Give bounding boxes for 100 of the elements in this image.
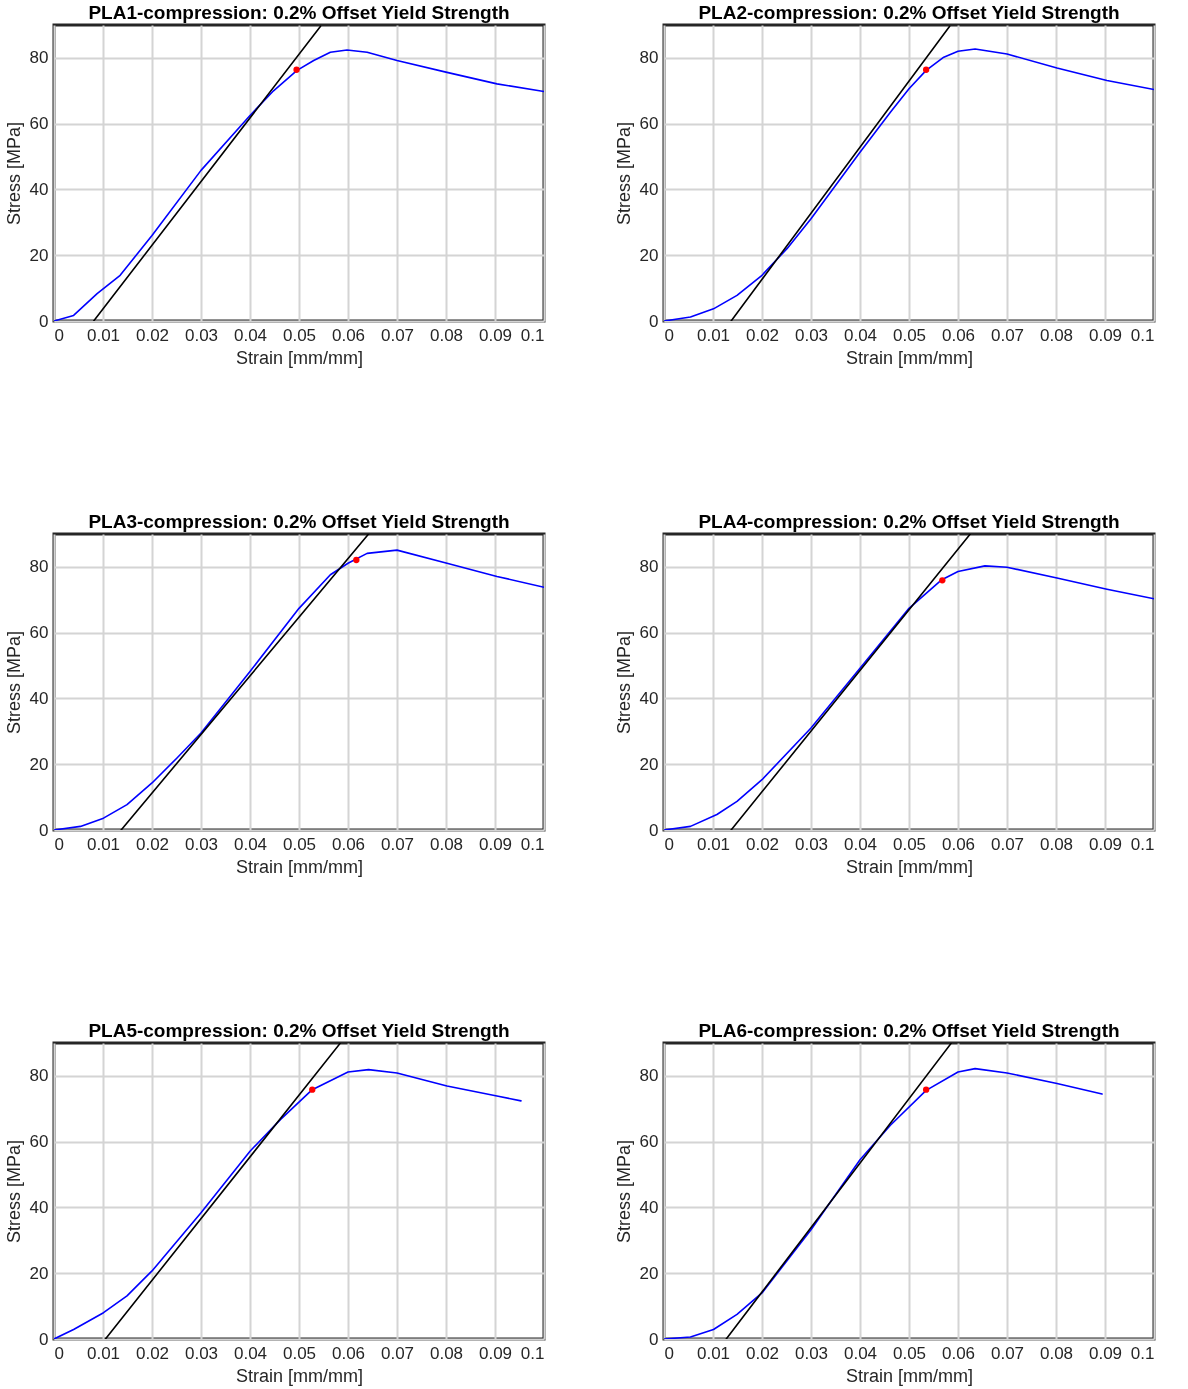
y-tick-label: 20 [29, 754, 49, 774]
y-tick-label: 40 [29, 179, 49, 199]
chart-title: PLA6-compression: 0.2% Offset Yield Strength [698, 1020, 1120, 1041]
x-tick-label: 0.08 [429, 325, 464, 345]
chart-title: PLA1-compression: 0.2% Offset Yield Strength [88, 2, 510, 23]
x-tick-label: 0.06 [331, 834, 366, 854]
y-tick-label: 20 [29, 1263, 49, 1283]
y-tick-label: 60 [29, 623, 49, 643]
y-tick-label: 80 [639, 1066, 659, 1086]
x-tick-label: 0.01 [86, 1343, 121, 1363]
y-tick-label: 60 [29, 114, 49, 134]
x-tick-label: 0.03 [794, 1343, 829, 1363]
x-tick-label: 0.01 [696, 1343, 731, 1363]
x-tick-label: 0.08 [1039, 834, 1074, 854]
y-tick-label: 20 [639, 245, 659, 265]
y-tick-label: 0 [649, 311, 659, 331]
x-tick-label: 0.04 [843, 325, 878, 345]
x-tick-label: 0.04 [843, 1343, 878, 1363]
x-tick-label: 0.06 [331, 1343, 366, 1363]
x-tick-label: 0.01 [86, 834, 121, 854]
y-tick-label: 60 [639, 623, 659, 643]
y-tick-label: 40 [29, 1197, 49, 1217]
x-tick-label: 0.07 [990, 325, 1025, 345]
y-tick-label: 80 [29, 48, 49, 68]
chart-title: PLA5-compression: 0.2% Offset Yield Strength [88, 1020, 510, 1041]
x-tick-label: 0.06 [941, 325, 976, 345]
y-axis-title: Stress [MPa] [613, 630, 634, 735]
y-axis-title: Stress [MPa] [613, 121, 634, 226]
x-tick-label: 0.03 [184, 325, 219, 345]
x-tick-label: 0.02 [135, 325, 170, 345]
x-tick-label: 0.02 [745, 325, 780, 345]
x-axis-title: Strain [mm/mm] [845, 856, 974, 877]
y-tick-label: 60 [639, 1132, 659, 1152]
y-tick-label: 20 [639, 1263, 659, 1283]
y-tick-label: 80 [639, 557, 659, 577]
x-tick-label: 0.09 [478, 325, 513, 345]
x-tick-label: 0.02 [745, 834, 780, 854]
x-tick-label: 0.01 [86, 325, 121, 345]
y-tick-label: 60 [29, 1132, 49, 1152]
y-axis-title: Stress [MPa] [3, 121, 24, 226]
x-tick-label: 0.07 [990, 1343, 1025, 1363]
y-tick-label: 80 [639, 48, 659, 68]
x-tick-label: 0.04 [843, 834, 878, 854]
x-tick-label: 0.04 [233, 1343, 268, 1363]
y-axis-title: Stress [MPa] [613, 1139, 634, 1244]
x-tick-label: 0.08 [429, 1343, 464, 1363]
y-tick-label: 0 [649, 1329, 659, 1349]
x-tick-label: 0.08 [429, 834, 464, 854]
x-tick-label: 0.05 [282, 325, 317, 345]
y-tick-label: 80 [29, 557, 49, 577]
x-tick-label: 0.01 [696, 325, 731, 345]
x-tick-label: 0 [54, 1343, 64, 1363]
x-tick-label: 0.1 [1130, 834, 1155, 854]
x-tick-label: 0.03 [794, 834, 829, 854]
chart-title: PLA4-compression: 0.2% Offset Yield Strength [698, 511, 1120, 532]
y-tick-label: 0 [649, 820, 659, 840]
y-tick-label: 40 [29, 688, 49, 708]
x-tick-label: 0.03 [184, 1343, 219, 1363]
y-tick-label: 0 [39, 311, 49, 331]
line-series [54, 1068, 522, 1339]
y-axis-title: Stress [MPa] [3, 630, 24, 735]
x-tick-label: 0.06 [941, 1343, 976, 1363]
y-tick-label: 40 [639, 688, 659, 708]
x-tick-label: 0.07 [380, 1343, 415, 1363]
x-tick-label: 0.05 [892, 834, 927, 854]
y-tick-label: 20 [639, 754, 659, 774]
x-tick-label: 0.02 [745, 1343, 780, 1363]
x-tick-label: 0.05 [892, 1343, 927, 1363]
x-tick-label: 0.09 [1088, 1343, 1123, 1363]
y-tick-label: 20 [29, 245, 49, 265]
x-tick-label: 0.1 [1130, 1343, 1155, 1363]
line-series [664, 1067, 1103, 1339]
x-tick-label: 0.05 [282, 834, 317, 854]
x-tick-label: 0.09 [478, 834, 513, 854]
x-tick-label: 0.09 [478, 1343, 513, 1363]
x-axis-title: Strain [mm/mm] [235, 347, 364, 368]
x-tick-label: 0 [54, 325, 64, 345]
x-tick-label: 0.02 [135, 834, 170, 854]
y-tick-label: 0 [39, 1329, 49, 1349]
x-tick-label: 0.1 [1130, 325, 1155, 345]
y-tick-label: 40 [639, 1197, 659, 1217]
y-tick-label: 0 [39, 820, 49, 840]
y-tick-label: 80 [29, 1066, 49, 1086]
x-tick-label: 0.07 [380, 325, 415, 345]
x-tick-label: 0.05 [282, 1343, 317, 1363]
chart-title: PLA2-compression: 0.2% Offset Yield Strength [698, 2, 1120, 23]
x-tick-label: 0.09 [1088, 325, 1123, 345]
x-tick-label: 0 [664, 1343, 674, 1363]
y-axis-title: Stress [MPa] [3, 1139, 24, 1244]
x-tick-label: 0 [54, 834, 64, 854]
y-tick-label: 40 [639, 179, 659, 199]
x-tick-label: 0.04 [233, 834, 268, 854]
x-tick-label: 0.1 [520, 834, 545, 854]
x-tick-label: 0 [664, 325, 674, 345]
x-axis-title: Strain [mm/mm] [845, 347, 974, 368]
x-axis-title: Strain [mm/mm] [235, 856, 364, 877]
x-tick-label: 0.07 [380, 834, 415, 854]
x-tick-label: 0.03 [184, 834, 219, 854]
x-tick-label: 0.04 [233, 325, 268, 345]
y-tick-label: 60 [639, 114, 659, 134]
